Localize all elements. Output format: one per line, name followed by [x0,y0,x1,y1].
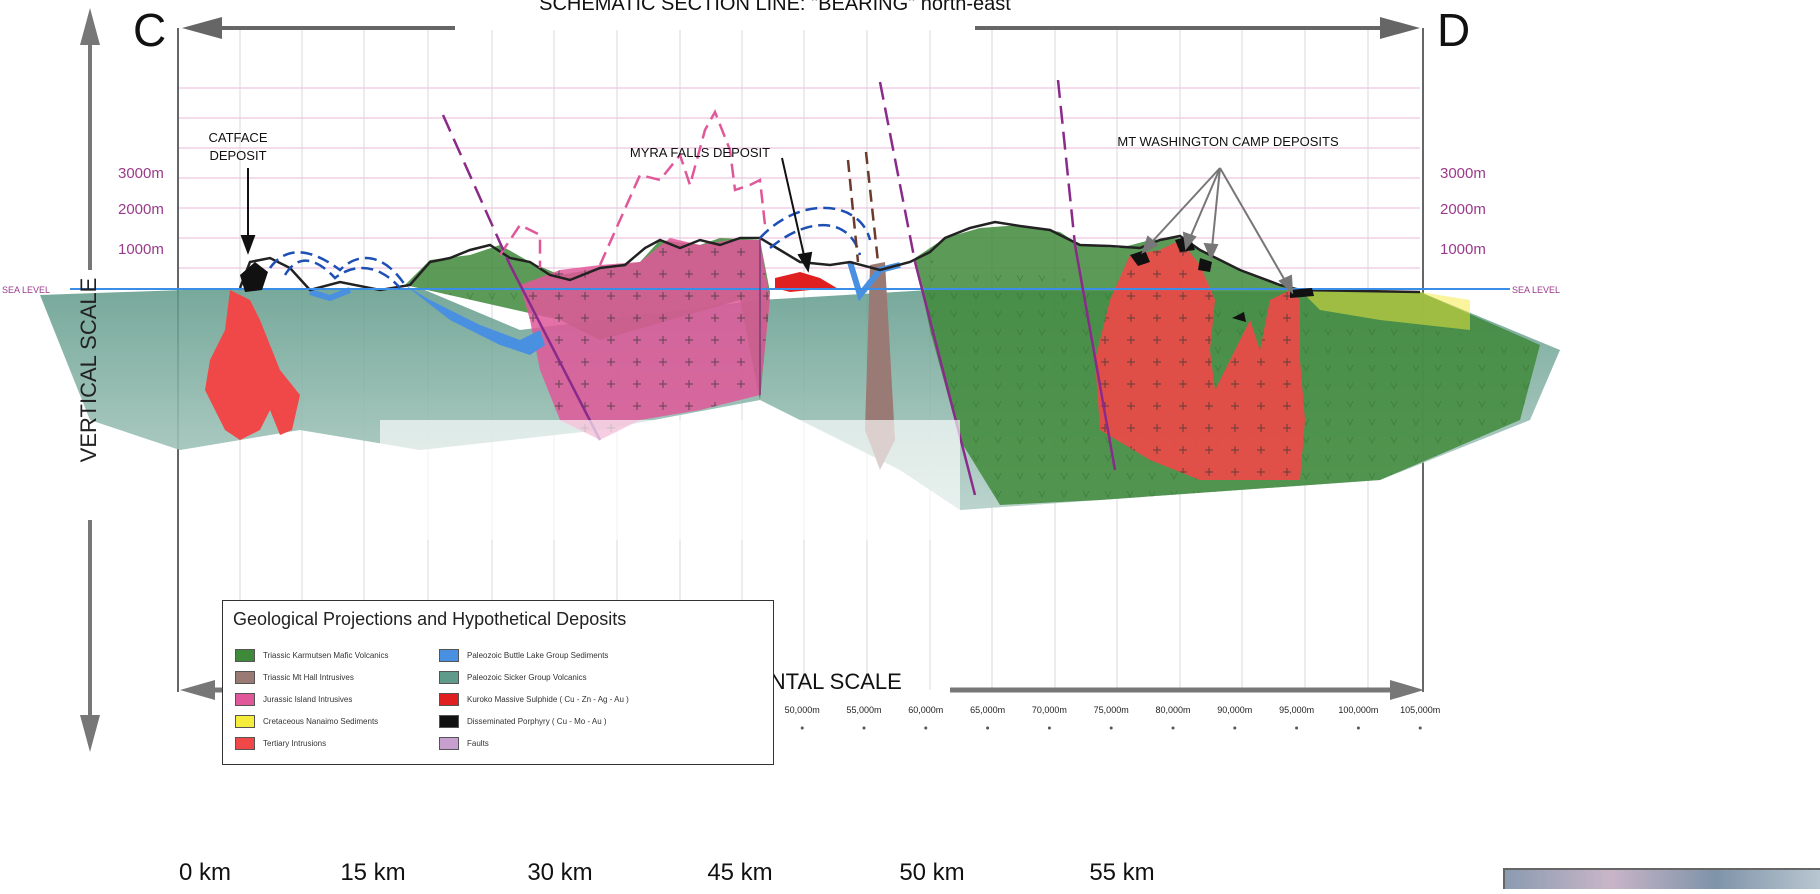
legend-swatch [235,671,255,684]
endpoint-d: D [1437,4,1470,56]
nanaimo-sediments [1300,290,1470,330]
distance-tick-label: 75,000m [1094,705,1129,715]
legend-label: Tertiary Intrusions [263,739,327,748]
legend-label: Kuroko Massive Sulphide ( Cu - Zn - Ag -… [467,695,629,704]
legend-item: Kuroko Massive Sulphide ( Cu - Zn - Ag -… [439,693,629,706]
legend-item: Triassic Mt Hall Intrusives [235,671,354,684]
legend-item: Cretaceous Nanaimo Sediments [235,715,378,728]
distance-tick-label: 50,000m [785,705,820,715]
km-labels: 0 km 15 km 30 km 45 km 50 km 55 km [179,859,1155,886]
legend-item: Disseminated Porphyry ( Cu - Mo - Au ) [439,715,607,728]
faults [441,79,1117,496]
legend: Geological Projections and Hypothetical … [222,600,774,765]
map-thumbnail[interactable] [1503,868,1820,889]
legend-label: Paleozoic Sicker Group Volcanics [467,673,587,682]
legend-swatch [439,671,459,684]
distance-tick-label: 65,000m [970,705,1005,715]
km-label: 0 km [179,859,231,886]
right-elevation-3000: 3000m [1440,165,1486,182]
legend-swatch [235,649,255,662]
legend-item: Tertiary Intrusions [235,737,326,750]
left-elevation-3000: 3000m [118,165,164,182]
fade-band [380,420,960,540]
mt-hall-intrusive [865,262,895,470]
catface-label-line1: CATFACE [209,130,268,145]
sea-level-right: SEA LEVEL [1512,285,1560,295]
legend-swatch [235,693,255,706]
distance-tick-label: 60,000m [908,705,943,715]
distance-tick-mark [1171,726,1175,730]
legend-swatch [439,737,459,750]
left-elevation-1000: 1000m [118,241,164,258]
mt-hall-projections [846,151,880,263]
distance-tick-mark [862,726,866,730]
legend-swatch [235,715,255,728]
surface-topography [238,220,1421,294]
right-elevation-2000: 2000m [1440,201,1486,218]
elevation-grid [178,87,1420,269]
distance-tick-mark [986,726,990,730]
myra-falls-sulphide-lens [775,272,840,292]
right-elevation-1000: 1000m [1440,241,1486,258]
sea-level-left: SEA LEVEL [2,285,50,295]
washington-arrows [1141,167,1294,295]
tertiary-intrusion-catface [205,290,300,440]
legend-swatch [439,715,459,728]
buttle-lake-sediments [405,285,545,355]
distance-tick-label: 80,000m [1155,705,1190,715]
porphyry-deposits [240,236,1314,322]
section-title: SCHEMATIC SECTION LINE: "BEARING" north-… [539,0,1011,15]
left-elevation-2000: 2000m [118,201,164,218]
vertical-scale-label: VERTICAL SCALE [76,278,101,463]
vertical-scale-arrow [80,8,100,752]
distance-tick-mark [1295,726,1299,730]
top-section-arrow [182,17,1420,39]
legend-item: Jurassic Island Intrusives [235,693,352,706]
legend-item: Triassic Karmutsen Mafic Volcanics [235,649,389,662]
distance-tick-mark [1047,726,1051,730]
distance-tick-label: 55,000m [846,705,881,715]
legend-label: Triassic Karmutsen Mafic Volcanics [263,651,389,660]
km-label: 30 km [527,859,592,886]
legend-swatch [439,649,459,662]
legend-label: Faults [467,739,489,748]
distance-tick-mark [1233,726,1237,730]
distance-tick-label: 95,000m [1279,705,1314,715]
km-label: 55 km [1089,859,1154,886]
distance-tick-mark [800,726,804,730]
legend-item: Faults [439,737,489,750]
mt-washington-label: MT WASHINGTON CAMP DEPOSITS [1117,134,1339,149]
km-label: 50 km [899,859,964,886]
distance-tick-mark [1418,726,1422,730]
distance-tick-label: 70,000m [1032,705,1067,715]
legend-item: Paleozoic Sicker Group Volcanics [439,671,587,684]
legend-label: Paleozoic Buttle Lake Group Sediments [467,651,609,660]
distance-tick-label: 100,000m [1338,705,1378,715]
deposit-arrows [240,157,813,273]
km-label: 45 km [707,859,772,886]
projected-intrusive-outlines [498,109,767,268]
catface-label-line2: DEPOSIT [209,148,266,163]
km-label: 15 km [340,859,405,886]
legend-label: Cretaceous Nanaimo Sediments [263,717,379,726]
distance-tick-label: 105,000m [1400,705,1440,715]
legend-label: Jurassic Island Intrusives [263,695,353,704]
distance-tick-mark [1356,726,1360,730]
legend-label: Triassic Mt Hall Intrusives [263,673,354,682]
myra-falls-label: MYRA FALLS DEPOSIT [630,145,770,160]
legend-item: Paleozoic Buttle Lake Group Sediments [439,649,608,662]
legend-swatch [235,737,255,750]
legend-label: Disseminated Porphyry ( Cu - Mo - Au ) [467,717,607,726]
legend-title: Geological Projections and Hypothetical … [233,609,627,629]
legend-swatch [439,693,459,706]
distance-tick-label: 90,000m [1217,705,1252,715]
distance-tick-mark [1109,726,1113,730]
distance-tick-mark [924,726,928,730]
endpoint-c: C [133,4,166,56]
